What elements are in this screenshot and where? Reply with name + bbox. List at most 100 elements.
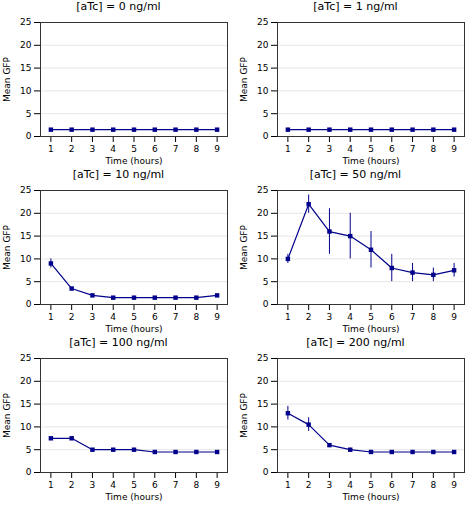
svg-text:5: 5 <box>26 445 32 455</box>
svg-text:7: 7 <box>410 144 416 154</box>
svg-text:6: 6 <box>389 480 395 490</box>
svg-text:7: 7 <box>410 480 416 490</box>
svg-text:0: 0 <box>26 131 32 141</box>
svg-text:6: 6 <box>389 144 395 154</box>
svg-text:5: 5 <box>26 277 32 287</box>
svg-text:Time (hours): Time (hours) <box>341 324 399 334</box>
svg-text:5: 5 <box>131 480 137 490</box>
svg-text:1: 1 <box>48 480 54 490</box>
svg-text:5: 5 <box>131 144 137 154</box>
svg-text:5: 5 <box>263 277 269 287</box>
svg-text:4: 4 <box>347 144 353 154</box>
svg-text:10: 10 <box>20 86 32 96</box>
svg-text:4: 4 <box>347 312 353 322</box>
svg-text:10: 10 <box>257 86 269 96</box>
svg-text:1: 1 <box>48 312 54 322</box>
svg-text:0: 0 <box>263 467 269 477</box>
svg-text:6: 6 <box>152 312 158 322</box>
svg-text:7: 7 <box>173 312 179 322</box>
svg-text:8: 8 <box>430 480 436 490</box>
svg-text:10: 10 <box>20 254 32 264</box>
svg-text:4: 4 <box>110 480 116 490</box>
svg-text:0: 0 <box>263 299 269 309</box>
svg-text:8: 8 <box>193 312 199 322</box>
svg-text:15: 15 <box>257 231 268 241</box>
svg-text:7: 7 <box>173 144 179 154</box>
svg-text:25: 25 <box>257 17 268 27</box>
svg-text:6: 6 <box>152 480 158 490</box>
svg-text:9: 9 <box>451 312 457 322</box>
svg-text:1: 1 <box>285 480 291 490</box>
svg-text:Time (hours): Time (hours) <box>104 492 162 502</box>
svg-text:9: 9 <box>214 144 220 154</box>
svg-text:15: 15 <box>257 399 268 409</box>
svg-text:3: 3 <box>90 480 96 490</box>
svg-text:9: 9 <box>214 480 220 490</box>
svg-text:Mean GFP: Mean GFP <box>239 224 249 270</box>
svg-text:6: 6 <box>389 312 395 322</box>
svg-text:15: 15 <box>20 399 31 409</box>
svg-text:5: 5 <box>263 445 269 455</box>
svg-text:15: 15 <box>20 231 31 241</box>
svg-text:2: 2 <box>69 480 75 490</box>
svg-text:5: 5 <box>26 109 32 119</box>
svg-text:25: 25 <box>257 353 268 363</box>
svg-text:Mean GFP: Mean GFP <box>239 392 249 438</box>
svg-text:0: 0 <box>26 467 32 477</box>
svg-text:0: 0 <box>26 299 32 309</box>
svg-text:4: 4 <box>347 480 353 490</box>
svg-text:25: 25 <box>20 353 31 363</box>
svg-text:Time (hours): Time (hours) <box>341 156 399 166</box>
svg-text:5: 5 <box>131 312 137 322</box>
svg-text:1: 1 <box>285 144 291 154</box>
svg-text:8: 8 <box>193 480 199 490</box>
svg-text:0: 0 <box>263 131 269 141</box>
svg-text:2: 2 <box>69 312 75 322</box>
svg-text:Mean GFP: Mean GFP <box>2 56 12 102</box>
svg-text:Mean GFP: Mean GFP <box>239 56 249 102</box>
svg-text:10: 10 <box>257 422 269 432</box>
svg-text:5: 5 <box>368 480 374 490</box>
svg-text:3: 3 <box>90 144 96 154</box>
svg-text:20: 20 <box>20 208 32 218</box>
svg-text:3: 3 <box>327 312 333 322</box>
svg-text:8: 8 <box>430 312 436 322</box>
svg-text:8: 8 <box>193 144 199 154</box>
svg-text:25: 25 <box>20 185 31 195</box>
svg-text:5: 5 <box>368 144 374 154</box>
svg-text:1: 1 <box>48 144 54 154</box>
svg-text:2: 2 <box>306 480 312 490</box>
svg-text:3: 3 <box>327 144 333 154</box>
svg-text:2: 2 <box>306 144 312 154</box>
svg-text:3: 3 <box>327 480 333 490</box>
svg-text:4: 4 <box>110 312 116 322</box>
svg-text:2: 2 <box>69 144 75 154</box>
svg-text:20: 20 <box>20 40 32 50</box>
svg-text:3: 3 <box>90 312 96 322</box>
svg-text:15: 15 <box>20 63 31 73</box>
svg-text:20: 20 <box>257 208 269 218</box>
svg-text:25: 25 <box>257 185 268 195</box>
svg-text:7: 7 <box>173 480 179 490</box>
svg-text:10: 10 <box>20 422 32 432</box>
svg-text:9: 9 <box>451 480 457 490</box>
svg-text:4: 4 <box>110 144 116 154</box>
svg-text:6: 6 <box>152 144 158 154</box>
svg-text:Time (hours): Time (hours) <box>104 156 162 166</box>
svg-text:20: 20 <box>257 40 269 50</box>
svg-text:Time (hours): Time (hours) <box>104 324 162 334</box>
svg-text:15: 15 <box>257 63 268 73</box>
svg-text:1: 1 <box>285 312 291 322</box>
svg-text:10: 10 <box>257 254 269 264</box>
svg-text:9: 9 <box>214 312 220 322</box>
svg-text:5: 5 <box>263 109 269 119</box>
svg-text:20: 20 <box>257 376 269 386</box>
svg-text:9: 9 <box>451 144 457 154</box>
svg-text:Time (hours): Time (hours) <box>341 492 399 502</box>
svg-text:7: 7 <box>410 312 416 322</box>
svg-text:8: 8 <box>430 144 436 154</box>
svg-text:5: 5 <box>368 312 374 322</box>
svg-text:25: 25 <box>20 17 31 27</box>
svg-text:20: 20 <box>20 376 32 386</box>
svg-text:Mean GFP: Mean GFP <box>2 224 12 270</box>
